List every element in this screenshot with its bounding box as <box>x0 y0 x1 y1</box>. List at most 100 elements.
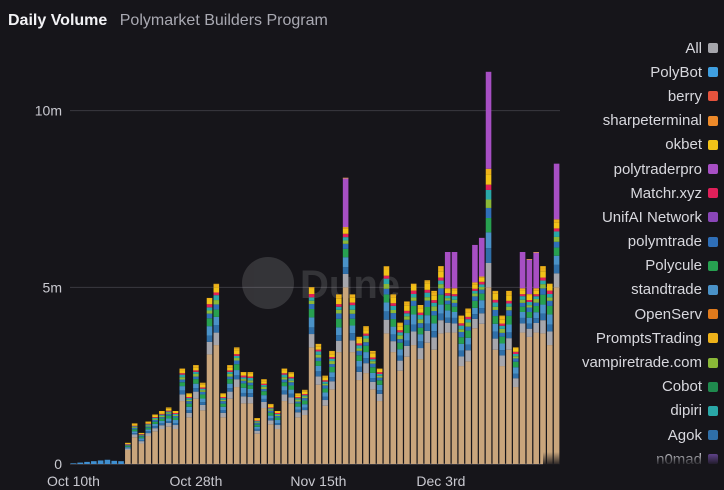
legend-item[interactable]: standtrade <box>543 278 718 302</box>
bar-segment-polymtrade <box>506 310 512 316</box>
bar-segment-standtrade <box>220 406 226 411</box>
bar-segment-base <box>444 332 451 464</box>
legend-swatch <box>708 260 718 271</box>
bar-segment-polymtrade <box>512 358 519 362</box>
bar-segment-promptstrading <box>179 368 186 371</box>
bar-segment-standtrade <box>254 426 260 429</box>
bar-segment-okbet <box>485 174 492 185</box>
bar-segment-agok <box>349 333 356 341</box>
bar-segment-dipiri <box>540 280 546 285</box>
legend-item[interactable]: PromptsTrading <box>543 326 718 350</box>
legend-item[interactable]: Agok <box>543 423 718 447</box>
bar-segment-polymtrade <box>152 419 158 422</box>
bar-segment-polycule <box>438 294 444 305</box>
bar-segment-dipiri <box>356 345 363 349</box>
legend-item[interactable]: polytraderpro <box>543 157 718 181</box>
bar-nov-18 <box>336 294 342 464</box>
legend-item[interactable]: vampiretrade.com <box>543 350 718 374</box>
bar-segment-dipiri <box>370 359 376 362</box>
bar-segment-vampiretrade <box>199 390 206 392</box>
bar-segment-agok <box>376 390 383 394</box>
bar-segment-base <box>553 287 560 464</box>
bar-segment-promptstrading <box>492 290 499 292</box>
bar-segment-polymtrade <box>138 435 145 437</box>
bar-segment-okbet <box>390 297 397 304</box>
legend-label: Matchr.xyz <box>630 184 702 202</box>
bar-segment-vampiretrade <box>547 297 553 301</box>
bar-segment-promptstrading <box>213 284 220 288</box>
bar-segment-matchr <box>356 343 363 346</box>
legend-item[interactable]: All <box>543 36 718 60</box>
bar-segment-polymtrade <box>383 288 390 295</box>
bar-segment-promptstrading <box>302 389 308 391</box>
bar-segment-polytraderpro <box>533 252 539 289</box>
legend-item[interactable]: Polycule <box>543 254 718 278</box>
legend-label: OpenServ <box>634 305 702 323</box>
bar-segment-dipiri <box>220 398 226 400</box>
bar-segment-matchr <box>431 300 437 303</box>
legend-item[interactable]: okbet <box>543 133 718 157</box>
dune-watermark: Dune <box>242 257 400 309</box>
legend-item[interactable]: berry <box>543 84 718 108</box>
bar-segment-agok <box>478 308 485 314</box>
bar-segment-base <box>404 356 410 464</box>
bar-segment-promptstrading <box>315 344 322 347</box>
bar-segment-polymtrade <box>363 342 369 346</box>
bar-segment-polymtrade <box>179 379 186 383</box>
bar-segment-polycule <box>478 293 485 301</box>
bar-segment-vampiretrade <box>356 348 363 351</box>
bar-segment-polytraderpro <box>478 237 485 277</box>
legend-item[interactable]: Cobot <box>543 375 718 399</box>
bar-segment-polycule <box>125 445 131 447</box>
bar-segment-promptstrading <box>159 411 165 413</box>
legend-item[interactable]: UnifAI Network <box>543 205 718 229</box>
bar-segment-standtrade <box>206 326 213 336</box>
bar-segment-standtrade <box>233 370 240 376</box>
bar-segment-polytraderpro <box>472 244 478 283</box>
bar-segment-promptstrading <box>342 177 349 179</box>
bar-dec-10 <box>485 71 492 464</box>
bar-segment-promptstrading <box>288 372 294 374</box>
bar-segment-promptstrading <box>356 336 363 338</box>
bar-segment-all <box>376 393 383 402</box>
bar-segment-vampiretrade <box>295 399 301 402</box>
bar-segment-all <box>444 322 451 333</box>
bar-segment-base <box>547 345 553 464</box>
bar-segment-okbet <box>261 381 267 384</box>
bar-segment-promptstrading <box>267 403 274 405</box>
legend-item[interactable]: sharpeterminal <box>543 109 718 133</box>
bar-segment-okbet <box>376 369 383 373</box>
legend-label: Agok <box>667 426 702 444</box>
bar-segment-all <box>404 345 410 357</box>
bar-segment-standtrade <box>274 420 281 424</box>
bar-segment-promptstrading <box>390 295 397 298</box>
bar-oct-31 <box>213 283 220 464</box>
bar-segment-promptstrading <box>227 365 233 366</box>
bar-dec-19 <box>547 283 553 464</box>
bar-segment-promptstrading <box>404 303 410 306</box>
bar-segment-standtrade <box>533 312 539 319</box>
bar-segment-vampiretrade <box>444 298 451 301</box>
legend-item[interactable]: Matchr.xyz <box>543 181 718 205</box>
bar-segment-matchr <box>165 410 172 412</box>
bar-segment-all <box>254 430 260 434</box>
bar-segment-polycule <box>424 306 431 316</box>
bar-segment-promptstrading <box>131 423 138 424</box>
bar-segment-promptstrading <box>547 283 553 286</box>
chart-header: Daily Volume Polymarket Builders Program <box>8 12 328 36</box>
bar-segment-polycule <box>390 319 397 327</box>
bar-segment-polycule <box>315 361 322 366</box>
legend-item[interactable]: PolyBot <box>543 60 718 84</box>
legend-item[interactable]: polymtrade <box>543 230 718 254</box>
legend-item[interactable]: dipiri <box>543 399 718 423</box>
bar-segment-vampiretrade <box>465 322 471 327</box>
bar-segment-dipiri <box>349 305 356 310</box>
bar-segment-vampiretrade <box>336 309 342 314</box>
bar-segment-all <box>478 313 485 324</box>
bar-segment-promptstrading <box>199 382 206 384</box>
bar-segment-agok <box>159 423 165 426</box>
legend-item[interactable]: OpenServ <box>543 302 718 326</box>
bar-segment-standtrade <box>281 386 288 391</box>
bar-segment-agok <box>512 373 519 379</box>
bar-segment-okbet <box>451 290 458 295</box>
